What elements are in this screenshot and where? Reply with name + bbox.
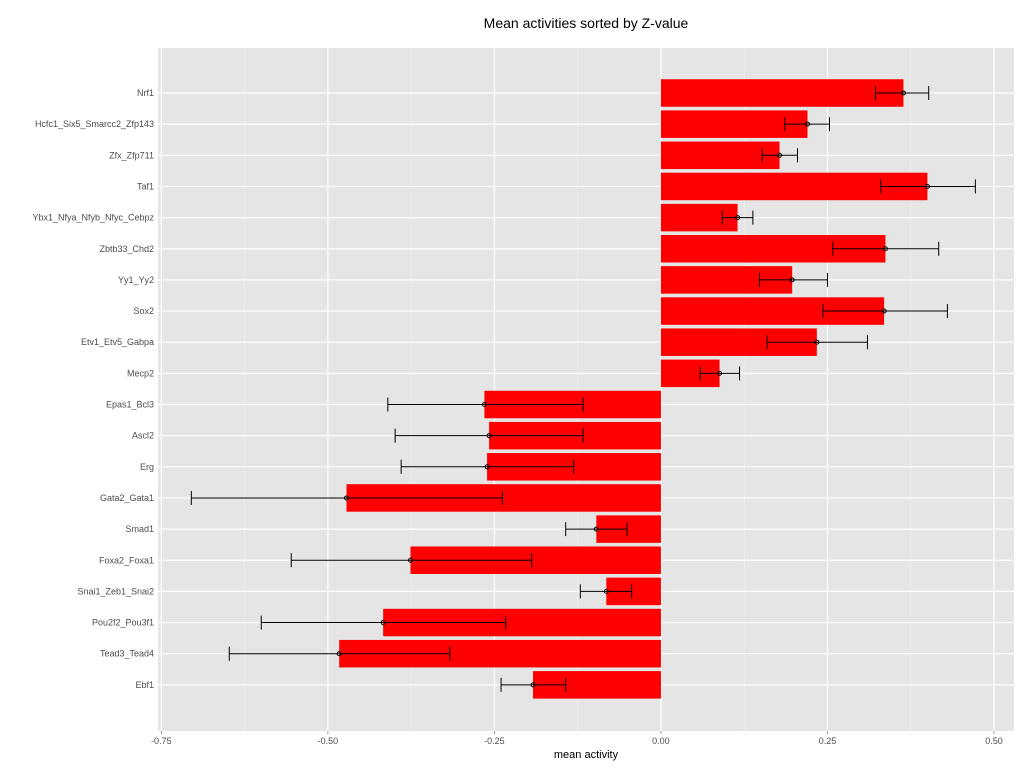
y-tick-label: Gata2_Gata1 — [100, 493, 154, 503]
y-tick-label: Hcfc1_Six5_Smarcc2_Zfp143 — [35, 119, 154, 129]
mean-point — [804, 121, 810, 127]
y-tick-label: Ybx1_Nfya_Nfyb_Nfyc_Cebpz — [32, 213, 154, 223]
x-tick-label: -0.25 — [484, 736, 505, 746]
y-tick-label: Snai1_Zeb1_Snai2 — [77, 586, 154, 596]
y-tick-label: Etv1_Etv5_Gabpa — [81, 337, 154, 347]
error-bar-hcfc1-six5-smarcc2-zfp143 — [784, 117, 830, 132]
x-axis-label: mean activity — [554, 749, 619, 761]
error-bar-etv1-etv5-gabpa — [766, 335, 868, 350]
y-tick-label: Zbtb33_Chd2 — [99, 244, 154, 254]
x-tick-label: -0.50 — [318, 736, 339, 746]
mean-point — [789, 277, 795, 283]
mean-point — [717, 370, 723, 376]
y-tick-label: Tead3_Tead4 — [100, 649, 154, 659]
mean-point — [380, 620, 386, 626]
y-tick-label: Sox2 — [133, 306, 154, 316]
error-bar-gata2-gata1 — [190, 490, 503, 505]
mean-point — [735, 215, 741, 221]
bar-hcfc1-six5-smarcc2-zfp143 — [660, 110, 808, 138]
error-bar-ybx1-nfya-nfyb-nfyc-cebpz — [721, 210, 754, 225]
y-tick-label: Ascl2 — [132, 431, 154, 441]
x-tick-label: 0.50 — [985, 736, 1003, 746]
x-tick-label: -0.75 — [151, 736, 172, 746]
y-tick-label: Foxa2_Foxa1 — [99, 555, 154, 565]
y-tick-label: Ebf1 — [135, 680, 154, 690]
error-bar-zfx-zfp711 — [761, 148, 799, 163]
error-bar-snai1-zeb1-snai2 — [579, 584, 633, 599]
mean-point — [924, 183, 930, 189]
mean-point — [882, 246, 888, 252]
mean-point — [777, 152, 783, 158]
error-bar-pou2f2-pou3f1 — [260, 615, 507, 630]
y-tick-label: Pou2f2_Pou3f1 — [92, 618, 154, 628]
error-bar-nrf1 — [874, 86, 930, 100]
mean-point — [484, 464, 490, 470]
error-bar-sox2 — [822, 304, 948, 319]
y-tick-label: Smad1 — [125, 524, 154, 534]
y-tick-label: Zfx_Zfp711 — [109, 150, 154, 160]
y-tick-label: Erg — [140, 462, 154, 472]
chart-title: Mean activities sorted by Z-value — [484, 15, 689, 31]
error-bars — [190, 86, 976, 692]
error-bar-zbtb33-chd2 — [832, 241, 940, 256]
mean-point — [481, 402, 487, 407]
error-bar-epas1-bcl3 — [387, 397, 584, 412]
error-bar-taf1 — [880, 179, 976, 194]
x-tick-labels: -0.75 -0.50 -0.25 0.00 0.25 0.50 — [151, 731, 1003, 746]
error-bar-foxa2-foxa1 — [290, 553, 533, 568]
error-bar-mecp2 — [699, 366, 741, 381]
error-bar-ascl2 — [394, 428, 584, 443]
mean-point — [344, 495, 350, 501]
y-tick-labels: Nrf1 Hcfc1_Six5_Smarcc2_Zfp143 Zfx_Zfp711 T… — [32, 88, 154, 690]
error-bar-ebf1 — [500, 677, 567, 692]
y-tick-label: Epas1_Bcl3 — [106, 400, 154, 410]
mean-point — [336, 651, 342, 657]
mean-point — [486, 433, 492, 439]
y-tick-label: Mecp2 — [127, 368, 154, 378]
y-tick-label: Taf1 — [137, 181, 154, 191]
error-bar-tead3-tead4 — [228, 646, 451, 661]
error-bar-yy1-yy2 — [759, 272, 828, 287]
error-bar-erg — [400, 459, 575, 474]
mean-point — [407, 557, 413, 563]
y-tick-label: Nrf1 — [137, 88, 154, 98]
bar-zfx-zfp711 — [660, 141, 780, 170]
mean-point — [603, 588, 609, 594]
mean-point — [593, 526, 599, 532]
bar-nrf1 — [660, 79, 904, 107]
y-tick-label: Yy1_Yy2 — [118, 275, 154, 285]
mean-point — [881, 308, 887, 314]
x-tick-label: 0.00 — [652, 736, 670, 746]
error-bar-smad1 — [565, 522, 628, 537]
mean-point — [530, 682, 536, 688]
x-tick-label: 0.25 — [819, 736, 837, 746]
mean-point — [900, 90, 906, 96]
mean-point — [814, 339, 820, 345]
